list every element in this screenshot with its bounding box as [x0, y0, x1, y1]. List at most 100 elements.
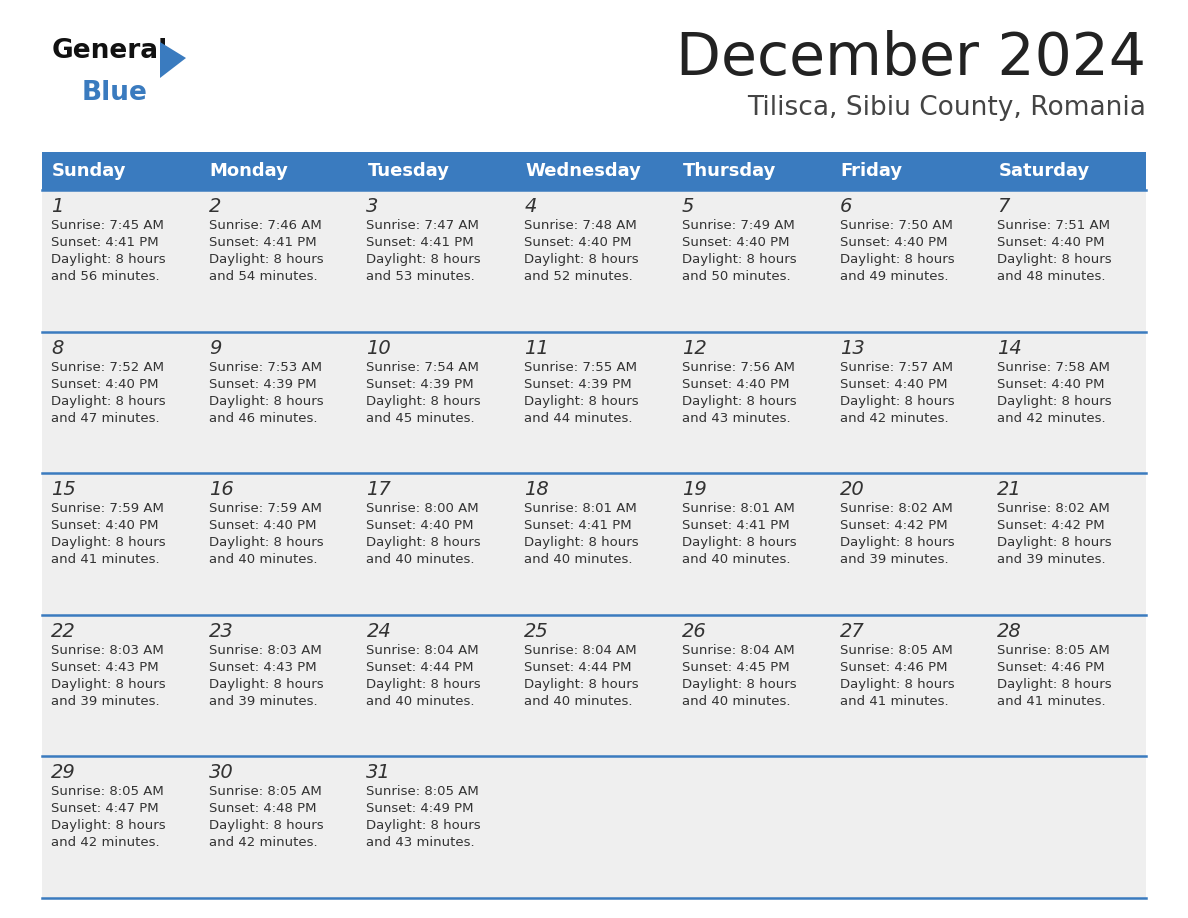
Text: Daylight: 8 hours: Daylight: 8 hours [366, 395, 481, 408]
Bar [358, 473, 516, 615]
Text: Sunrise: 7:50 AM: Sunrise: 7:50 AM [840, 219, 953, 232]
Text: Daylight: 8 hours: Daylight: 8 hours [51, 536, 165, 549]
Bar [358, 152, 516, 190]
Bar [830, 756, 988, 898]
Text: 19: 19 [682, 480, 707, 499]
Text: Daylight: 8 hours: Daylight: 8 hours [840, 395, 954, 408]
Text: and 40 minutes.: and 40 minutes. [366, 695, 475, 708]
Bar [42, 473, 200, 615]
Bar [516, 190, 672, 331]
Text: and 41 minutes.: and 41 minutes. [840, 695, 948, 708]
Text: Sunrise: 7:53 AM: Sunrise: 7:53 AM [209, 361, 322, 374]
Text: Sunset: 4:46 PM: Sunset: 4:46 PM [840, 661, 947, 674]
Text: Sunrise: 7:48 AM: Sunrise: 7:48 AM [524, 219, 637, 232]
Text: Sunset: 4:39 PM: Sunset: 4:39 PM [209, 377, 316, 390]
Text: and 43 minutes.: and 43 minutes. [366, 836, 475, 849]
Text: Sunset: 4:40 PM: Sunset: 4:40 PM [524, 236, 632, 249]
Text: and 40 minutes.: and 40 minutes. [682, 695, 790, 708]
Text: Sunset: 4:40 PM: Sunset: 4:40 PM [997, 377, 1105, 390]
Text: Sunset: 4:40 PM: Sunset: 4:40 PM [997, 236, 1105, 249]
Text: Sunrise: 7:52 AM: Sunrise: 7:52 AM [51, 361, 164, 374]
Text: 16: 16 [209, 480, 234, 499]
Bar [516, 152, 672, 190]
Text: Sunrise: 7:51 AM: Sunrise: 7:51 AM [997, 219, 1111, 232]
Text: and 54 minutes.: and 54 minutes. [209, 270, 317, 283]
Bar [672, 756, 830, 898]
Text: Sunset: 4:46 PM: Sunset: 4:46 PM [997, 661, 1105, 674]
Text: Daylight: 8 hours: Daylight: 8 hours [682, 536, 796, 549]
Text: Daylight: 8 hours: Daylight: 8 hours [209, 253, 323, 266]
Text: December 2024: December 2024 [676, 30, 1146, 87]
Text: Sunrise: 8:01 AM: Sunrise: 8:01 AM [524, 502, 637, 515]
Bar [200, 331, 358, 473]
Text: Daylight: 8 hours: Daylight: 8 hours [840, 677, 954, 691]
Text: and 43 minutes.: and 43 minutes. [682, 411, 790, 425]
Text: Sunrise: 7:56 AM: Sunrise: 7:56 AM [682, 361, 795, 374]
Text: Sunset: 4:41 PM: Sunset: 4:41 PM [682, 520, 790, 532]
Bar [42, 152, 200, 190]
Text: Daylight: 8 hours: Daylight: 8 hours [997, 253, 1112, 266]
Text: and 42 minutes.: and 42 minutes. [51, 836, 159, 849]
Text: and 42 minutes.: and 42 minutes. [997, 411, 1106, 425]
Text: 14: 14 [997, 339, 1022, 358]
Text: and 44 minutes.: and 44 minutes. [524, 411, 633, 425]
Text: Sunset: 4:41 PM: Sunset: 4:41 PM [209, 236, 316, 249]
Text: Sunrise: 7:54 AM: Sunrise: 7:54 AM [366, 361, 479, 374]
Text: 7: 7 [997, 197, 1010, 216]
Text: and 39 minutes.: and 39 minutes. [997, 554, 1106, 566]
Text: Sunrise: 7:45 AM: Sunrise: 7:45 AM [51, 219, 164, 232]
Text: 18: 18 [524, 480, 549, 499]
Text: Daylight: 8 hours: Daylight: 8 hours [524, 395, 639, 408]
Text: General: General [52, 38, 169, 64]
Text: Sunrise: 8:05 AM: Sunrise: 8:05 AM [997, 644, 1110, 656]
Text: and 40 minutes.: and 40 minutes. [524, 695, 633, 708]
Text: 24: 24 [366, 621, 391, 641]
Text: Thursday: Thursday [683, 162, 776, 180]
Text: Daylight: 8 hours: Daylight: 8 hours [366, 820, 481, 833]
Text: 9: 9 [209, 339, 221, 358]
Bar [516, 331, 672, 473]
Bar [830, 190, 988, 331]
Text: Daylight: 8 hours: Daylight: 8 hours [51, 820, 165, 833]
Bar [672, 473, 830, 615]
Text: Sunset: 4:47 PM: Sunset: 4:47 PM [51, 802, 159, 815]
Text: 25: 25 [524, 621, 549, 641]
Text: Friday: Friday [841, 162, 903, 180]
Text: and 47 minutes.: and 47 minutes. [51, 411, 159, 425]
Text: Sunrise: 7:58 AM: Sunrise: 7:58 AM [997, 361, 1110, 374]
Text: 28: 28 [997, 621, 1022, 641]
Bar [988, 615, 1146, 756]
Text: and 40 minutes.: and 40 minutes. [682, 554, 790, 566]
Bar [358, 756, 516, 898]
Text: Sunset: 4:40 PM: Sunset: 4:40 PM [840, 236, 947, 249]
Text: Sunrise: 8:05 AM: Sunrise: 8:05 AM [840, 644, 953, 656]
Text: 21: 21 [997, 480, 1022, 499]
Text: 31: 31 [366, 764, 391, 782]
Text: Daylight: 8 hours: Daylight: 8 hours [524, 677, 639, 691]
Text: 17: 17 [366, 480, 391, 499]
Text: and 42 minutes.: and 42 minutes. [840, 411, 948, 425]
Bar [42, 615, 200, 756]
Text: Sunrise: 7:57 AM: Sunrise: 7:57 AM [840, 361, 953, 374]
Text: Sunset: 4:45 PM: Sunset: 4:45 PM [682, 661, 790, 674]
Text: Sunset: 4:40 PM: Sunset: 4:40 PM [840, 377, 947, 390]
Text: Daylight: 8 hours: Daylight: 8 hours [51, 253, 165, 266]
Bar [672, 615, 830, 756]
Text: 15: 15 [51, 480, 76, 499]
Text: Sunset: 4:40 PM: Sunset: 4:40 PM [682, 377, 789, 390]
Text: 10: 10 [366, 339, 391, 358]
Text: Sunrise: 7:49 AM: Sunrise: 7:49 AM [682, 219, 795, 232]
Text: Sunrise: 8:03 AM: Sunrise: 8:03 AM [51, 644, 164, 656]
Bar [358, 331, 516, 473]
Text: Daylight: 8 hours: Daylight: 8 hours [51, 395, 165, 408]
Text: Sunset: 4:40 PM: Sunset: 4:40 PM [682, 236, 789, 249]
Text: 5: 5 [682, 197, 694, 216]
Text: Sunset: 4:41 PM: Sunset: 4:41 PM [366, 236, 474, 249]
Text: and 39 minutes.: and 39 minutes. [840, 554, 948, 566]
Text: Sunrise: 8:02 AM: Sunrise: 8:02 AM [997, 502, 1110, 515]
Text: and 46 minutes.: and 46 minutes. [209, 411, 317, 425]
Bar [988, 331, 1146, 473]
Text: Sunset: 4:42 PM: Sunset: 4:42 PM [840, 520, 947, 532]
Text: Sunrise: 7:59 AM: Sunrise: 7:59 AM [209, 502, 322, 515]
Text: Daylight: 8 hours: Daylight: 8 hours [997, 395, 1112, 408]
